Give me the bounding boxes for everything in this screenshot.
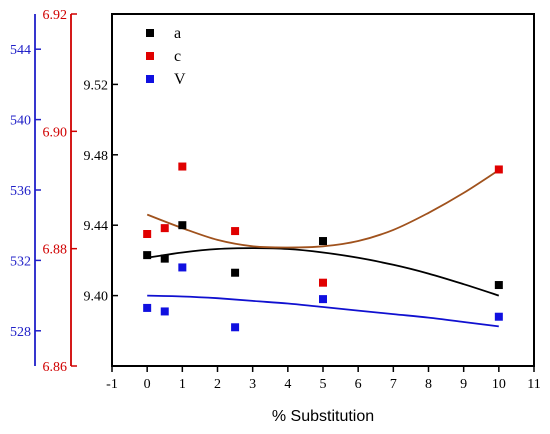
x-tick-label: 1 — [179, 377, 186, 392]
x-tick-label: 4 — [284, 377, 291, 392]
fit-curve-c — [146, 169, 500, 249]
point-c — [319, 278, 327, 287]
point-c — [143, 230, 152, 238]
y-tick-label-c: 6.88 — [43, 243, 68, 258]
x-tick-label: 7 — [390, 377, 397, 392]
point-c — [178, 162, 187, 171]
x-tick-label: 3 — [249, 377, 256, 392]
point-V — [231, 323, 240, 332]
y-tick-label-V: 532 — [10, 254, 31, 269]
point-V — [178, 263, 187, 272]
point-V — [143, 303, 152, 312]
point-V — [494, 312, 503, 321]
point-c — [231, 227, 240, 236]
point-a — [494, 281, 503, 290]
fit-curve-V — [147, 294, 499, 328]
fit-curves — [146, 169, 500, 328]
point-V — [160, 307, 169, 316]
x-tick-label: 10 — [492, 377, 506, 392]
y-tick-label-V: 544 — [10, 43, 31, 58]
y-tick-label-V: 536 — [10, 184, 31, 199]
data-points — [143, 162, 503, 332]
y-tick-label-c: 6.90 — [43, 125, 68, 140]
x-axis-label: % Substitution — [272, 408, 374, 425]
legend-marker-V — [146, 75, 154, 83]
x-tick-label: 8 — [425, 377, 432, 392]
legend-label-V: V — [174, 71, 186, 88]
x-tick-label: -1 — [106, 377, 118, 392]
x-tick-label: 0 — [144, 377, 151, 392]
y-tick-label-a: 9.52 — [84, 78, 109, 93]
y-tick-label-c: 6.86 — [43, 360, 68, 375]
legend-label-c: c — [174, 48, 181, 65]
legend-marker-c — [146, 52, 154, 60]
point-a — [319, 237, 327, 246]
tick-layer: -1 0 1 2 3 4 5 6 7 8 9 10 11 9.40 9.44 9.48 9.52 6.86 6.88… — [10, 8, 541, 392]
point-a — [178, 221, 187, 230]
y-tick-label-a: 9.44 — [84, 219, 109, 234]
point-c — [494, 165, 503, 174]
point-c — [160, 224, 169, 233]
y-tick-label-c: 6.92 — [43, 8, 68, 23]
y-tick-label-a: 9.40 — [84, 290, 109, 305]
y-tick-label-V: 528 — [10, 325, 31, 340]
point-V — [319, 295, 327, 304]
legend: acV — [146, 25, 186, 88]
point-a — [231, 268, 240, 277]
y-tick-label-a: 9.48 — [84, 149, 109, 164]
legend-label-a: a — [174, 25, 181, 42]
point-a — [160, 254, 169, 263]
x-tick-label: 5 — [320, 377, 327, 392]
fit-curve-a — [147, 247, 500, 297]
point-a — [143, 251, 152, 260]
x-tick-label: 6 — [355, 377, 362, 392]
legend-marker-a — [146, 29, 154, 37]
x-tick-label: 9 — [460, 377, 467, 392]
x-tick-label: 11 — [527, 377, 540, 392]
x-tick-label: 2 — [214, 377, 221, 392]
plot-frame — [111, 13, 535, 367]
y-tick-label-V: 540 — [10, 114, 31, 129]
